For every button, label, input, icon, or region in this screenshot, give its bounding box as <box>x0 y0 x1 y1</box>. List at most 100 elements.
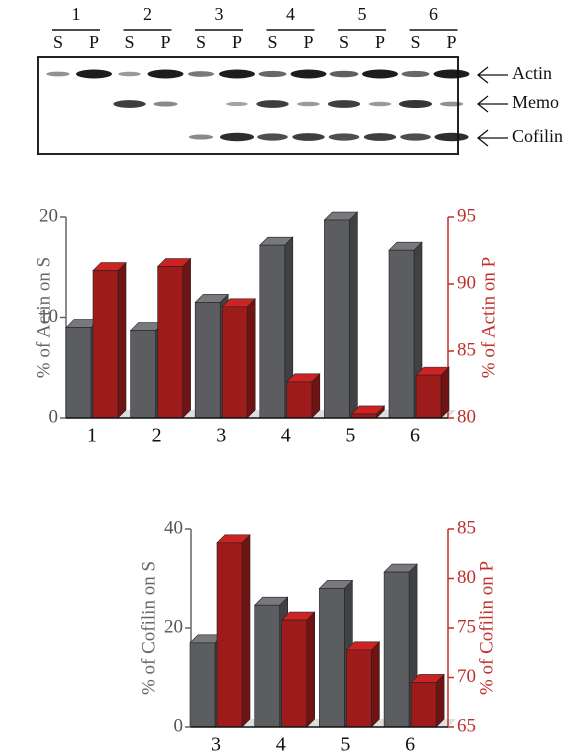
band-label: Cofilin <box>512 126 563 146</box>
fraction-label: P <box>375 32 385 52</box>
fraction-label: S <box>196 32 206 52</box>
bar-front <box>389 250 414 418</box>
gel-band <box>256 100 288 108</box>
x-tick-label: 5 <box>345 425 355 447</box>
bar-front <box>217 543 242 727</box>
gel-band <box>188 71 214 77</box>
fraction-label: S <box>53 32 63 52</box>
y2-tick-label: 80 <box>457 567 476 588</box>
gel-band <box>148 70 184 79</box>
gel-band <box>369 102 392 107</box>
gel-band <box>257 133 288 140</box>
gel-band <box>292 133 324 141</box>
y-tick-label: 40 <box>164 517 183 538</box>
fraction-label: P <box>89 32 99 52</box>
y2-axis-title: % of Actin on P <box>478 257 499 378</box>
y2-tick-label: 70 <box>457 666 476 687</box>
y2-tick-label: 90 <box>457 272 476 293</box>
gel-band <box>76 70 112 79</box>
lane-label: 3 <box>215 4 224 24</box>
band-label: Actin <box>512 63 552 83</box>
bar-front <box>66 328 91 418</box>
gel-band <box>297 102 320 107</box>
y2-tick-label: 75 <box>457 616 476 637</box>
y2-tick-label: 80 <box>457 406 476 427</box>
bar-front <box>93 271 118 418</box>
bar-side <box>247 299 255 418</box>
fraction-label: P <box>232 32 242 52</box>
bar-front <box>416 375 441 418</box>
bar <box>411 674 444 727</box>
bar-front <box>411 682 436 727</box>
y2-tick-label: 65 <box>457 715 476 736</box>
bar-front <box>260 245 285 418</box>
bar-front <box>131 331 156 418</box>
bar-side <box>118 263 126 418</box>
bar-front <box>384 572 409 727</box>
lane-label: 2 <box>143 4 152 24</box>
gel-band <box>434 70 470 79</box>
bar-front <box>195 302 220 418</box>
bar <box>416 367 449 418</box>
gel-band <box>434 133 468 141</box>
bar-side <box>242 535 250 727</box>
fraction-label: S <box>124 32 134 52</box>
bar-front <box>287 382 312 418</box>
bar-front <box>282 620 307 727</box>
lane-label: 5 <box>358 4 367 24</box>
bar-side <box>183 259 191 418</box>
y2-tick-label: 85 <box>457 339 476 360</box>
gel-band <box>329 133 360 140</box>
x-tick-label: 2 <box>152 425 162 447</box>
fraction-label: P <box>160 32 170 52</box>
x-tick-label: 4 <box>281 425 291 447</box>
y-tick-label: 20 <box>164 616 183 637</box>
bar-front <box>319 588 344 727</box>
lane-label: 1 <box>72 4 81 24</box>
x-tick-label: 6 <box>410 425 420 447</box>
gel-band <box>400 133 431 140</box>
gel-band <box>118 72 141 77</box>
gel-band <box>46 72 69 77</box>
y-axis-title: % of Actin on S <box>33 257 54 378</box>
bar <box>324 212 357 418</box>
gel-band <box>259 71 287 77</box>
gel-band <box>330 71 359 78</box>
bar-side <box>436 674 444 727</box>
bar <box>282 612 315 727</box>
fraction-label: S <box>339 32 349 52</box>
fraction-label: S <box>267 32 277 52</box>
bar <box>346 642 379 727</box>
gel-band <box>153 101 177 106</box>
bar <box>222 299 255 418</box>
bar-front <box>222 307 247 418</box>
bar-front <box>324 220 349 418</box>
x-tick-label: 3 <box>211 734 221 752</box>
gel-band <box>362 70 398 79</box>
gel-band <box>113 100 145 108</box>
x-tick-label: 4 <box>276 734 286 752</box>
gel-band <box>189 134 213 139</box>
bar-side <box>441 367 449 418</box>
gel-band <box>226 102 248 106</box>
lane-label: 6 <box>429 4 438 24</box>
x-tick-label: 5 <box>340 734 350 752</box>
band-arrows <box>478 67 508 146</box>
gel-band <box>364 133 396 141</box>
gel-band <box>440 102 463 107</box>
gel-band <box>328 100 360 108</box>
bar-front <box>158 267 183 418</box>
y-axis-title: % of Cofilin on S <box>138 561 159 695</box>
fraction-label: S <box>410 32 420 52</box>
bar-side <box>371 642 379 727</box>
bar <box>93 263 126 418</box>
gel-band <box>291 70 327 79</box>
y-tick-label: 20 <box>39 205 58 226</box>
band-label: Memo <box>512 92 559 112</box>
y-tick-label: 0 <box>174 715 184 736</box>
y2-tick-label: 85 <box>457 517 476 538</box>
bar-side <box>349 212 357 418</box>
gel-band <box>219 70 255 79</box>
x-tick-label: 1 <box>87 425 97 447</box>
y2-tick-label: 95 <box>457 205 476 226</box>
